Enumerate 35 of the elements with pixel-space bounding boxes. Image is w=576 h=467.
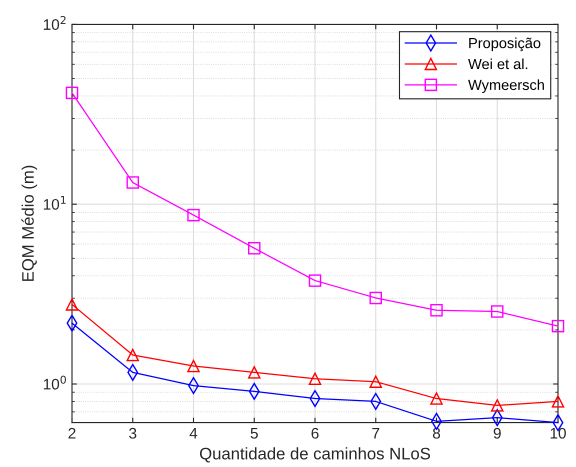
point — [370, 375, 382, 388]
x-tick-label: 10 — [550, 428, 566, 439]
point — [552, 395, 564, 408]
point — [491, 305, 504, 318]
legend-label: Proposição — [469, 38, 540, 52]
y-tick-label: 10$^{1}$ — [44, 196, 66, 210]
y-tick-label: 10$^{2}$ — [44, 16, 66, 30]
point — [248, 366, 260, 379]
x-tick-label: 5 — [250, 428, 258, 439]
point — [66, 86, 78, 100]
point — [430, 304, 443, 317]
legend-label: Wei et al. — [468, 58, 528, 70]
point — [308, 372, 322, 385]
x-axis-title: Quantidade de caminhos NLoS — [200, 447, 430, 462]
point — [491, 399, 504, 412]
x-tick-label: 8 — [432, 428, 440, 439]
x-tick-label: 7 — [372, 428, 380, 439]
point — [187, 360, 200, 372]
x-tick-label: 6 — [312, 428, 319, 439]
legend-label: Wymeersch — [468, 79, 544, 93]
point — [66, 298, 78, 311]
point — [308, 274, 322, 287]
y-tick-label: 10$^{0}$ — [44, 376, 66, 390]
x-tick-label: 9 — [494, 428, 501, 439]
point — [552, 320, 564, 332]
point — [370, 292, 382, 304]
point — [430, 392, 443, 405]
x-tick-label: 4 — [190, 428, 198, 439]
x-tick-label: 2 — [68, 428, 76, 439]
point — [126, 176, 139, 189]
y-axis-title: EQM Médio (m) — [21, 166, 38, 281]
point — [187, 208, 200, 222]
x-tick-label: 3 — [129, 428, 136, 439]
point — [248, 242, 260, 254]
point — [126, 348, 139, 362]
